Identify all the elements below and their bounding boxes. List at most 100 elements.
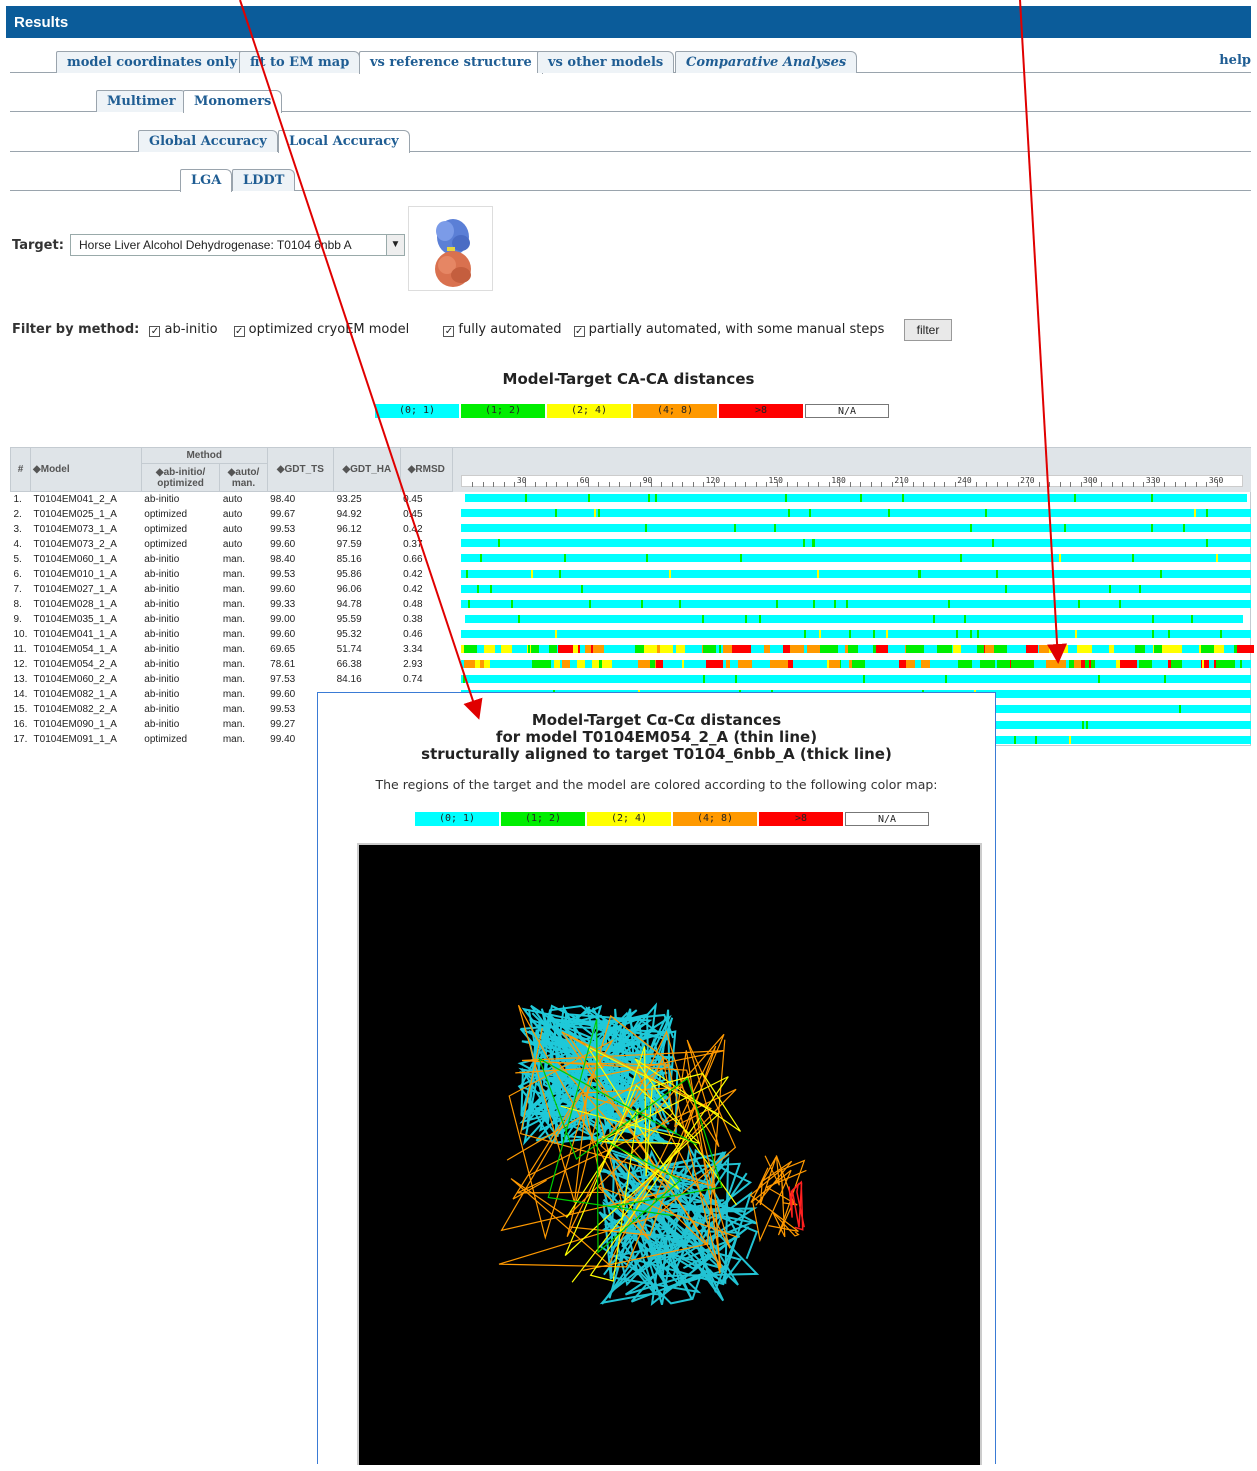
optimized-checkbox[interactable]: ✓ <box>233 326 245 337</box>
distance-strip[interactable] <box>461 524 1251 533</box>
axis-tick <box>807 482 809 487</box>
help-link[interactable]: help <box>1219 53 1251 68</box>
axis-tick <box>881 482 883 487</box>
distance-strip[interactable] <box>461 660 1251 669</box>
strip-segment <box>463 660 484 669</box>
strip-segment <box>976 645 988 653</box>
table-row[interactable]: 4. T0104EM073_2_A optimized auto 99.60 97.59 0… <box>11 537 453 552</box>
strip-segment <box>467 599 470 608</box>
cell-gdt_ts: 99.60 <box>270 583 296 595</box>
distance-strip[interactable] <box>461 569 1251 578</box>
tab-level3-0[interactable]: Global Accuracy <box>138 130 278 152</box>
tab-main-3[interactable]: vs other models <box>537 51 675 73</box>
cell-method: ab-initio <box>144 553 180 565</box>
structure-popup: Model-Target Cα-Cα distances for model T… <box>317 692 996 1465</box>
distance-strip[interactable] <box>461 599 1251 608</box>
tab-level4-1[interactable]: LDDT <box>232 169 296 191</box>
axis-tick <box>566 482 568 487</box>
target-select-value: Horse Liver Alcohol Dehydrogenase: T0104… <box>79 238 352 252</box>
col-abinitio[interactable]: ◆ab-initio/ optimized <box>140 463 221 492</box>
tab-main-2[interactable]: vs reference structure <box>359 51 543 74</box>
cell-method: ab-initio <box>144 598 180 610</box>
distance-strip[interactable] <box>461 584 1251 593</box>
axis-tick <box>766 482 768 487</box>
table-row[interactable]: 10. T0104EM041_1_A ab-initio man. 99.60 95.32… <box>11 627 453 642</box>
axis-tick <box>671 482 673 487</box>
table-row[interactable]: 8. T0104EM028_1_A ab-initio man. 99.33 94.78 0… <box>11 597 453 612</box>
strip-segment <box>1077 599 1080 608</box>
tab-main-0[interactable]: model coordinates only <box>56 51 248 73</box>
col-gdt-ha[interactable]: ◆GDT_HA <box>333 447 401 492</box>
table-row[interactable]: 3. T0104EM073_1_A optimized auto 99.53 96.12 0… <box>11 522 453 537</box>
col-gdt-ts[interactable]: ◆GDT_TS <box>266 447 335 492</box>
table-row[interactable]: 7. T0104EM027_1_A ab-initio man. 99.60 96.06 0… <box>11 582 453 597</box>
strip-segment <box>1206 509 1209 518</box>
table-row[interactable]: 17. T0104EM091_1_A optimized man. 99.40 <box>11 732 453 747</box>
table-row[interactable]: 9. T0104EM035_1_A ab-initio man. 99.00 95.59 0… <box>11 612 453 627</box>
structure-3d-viewer[interactable] <box>357 843 982 1465</box>
distance-strip[interactable] <box>461 509 1251 518</box>
axis-tick <box>724 482 726 487</box>
table-row[interactable]: 5. T0104EM060_1_A ab-initio man. 98.40 85.16 0… <box>11 552 453 567</box>
cell-n: 7. <box>13 583 22 595</box>
cell-model: T0104EM025_1_A <box>33 508 117 520</box>
axis-tick <box>954 482 956 487</box>
chevron-down-icon[interactable]: ▼ <box>386 235 404 255</box>
strip-segment <box>1138 660 1153 669</box>
distance-strip[interactable] <box>461 539 1251 548</box>
distance-strip[interactable] <box>461 645 1255 653</box>
cell-model: T0104EM041_1_A <box>33 628 117 640</box>
partially-automated-checkbox[interactable]: ✓ <box>573 326 585 337</box>
table-row[interactable]: 11. T0104EM054_1_A ab-initio man. 69.65 51.74… <box>11 642 453 657</box>
tab-level2-1[interactable]: Monomers <box>183 90 283 113</box>
tab-level3-1[interactable]: Local Accuracy <box>278 130 410 153</box>
axis-tick <box>493 482 495 487</box>
legend-swatch: (1; 2) <box>501 812 585 826</box>
table-row[interactable]: 6. T0104EM010_1_A ab-initio man. 99.53 95.86 0… <box>11 567 453 582</box>
col-auto[interactable]: ◆auto/ man. <box>219 463 268 492</box>
strip-segment <box>702 614 705 623</box>
axis-tick <box>514 482 516 487</box>
fully-automated-checkbox[interactable]: ✓ <box>443 326 455 337</box>
distance-strip[interactable] <box>465 494 1247 502</box>
strip-segment <box>560 645 576 653</box>
strip-segment <box>1081 720 1084 729</box>
tab-main-4[interactable]: Comparative Analyses <box>675 51 858 73</box>
strip-segment <box>655 494 658 502</box>
table-row[interactable]: 16. T0104EM090_1_A ab-initio man. 99.27 <box>11 717 453 732</box>
distance-strip[interactable] <box>461 554 1251 563</box>
col-model[interactable]: ◆Model <box>30 447 142 492</box>
strip-segment <box>734 524 737 533</box>
distance-strip[interactable] <box>461 675 1251 684</box>
table-row[interactable]: 12. T0104EM054_2_A ab-initio man. 78.61 66.38… <box>11 657 453 672</box>
tab-level2-0[interactable]: Multimer <box>96 90 187 112</box>
axis-tick <box>692 482 694 487</box>
abinitio-checkbox[interactable]: ✓ <box>149 326 161 337</box>
distance-strip[interactable] <box>465 614 1243 623</box>
target-structure-thumbnail[interactable] <box>408 206 493 291</box>
strip-segment <box>996 660 1010 669</box>
strip-segment <box>655 660 664 669</box>
axis-tick <box>661 482 663 487</box>
axis-tick <box>1143 482 1145 487</box>
table-row[interactable]: 13. T0104EM060_2_A ab-initio man. 97.53 84.16… <box>11 672 453 687</box>
protein-thumbnail-image <box>435 219 471 287</box>
backbone-trace <box>602 1145 753 1305</box>
strip-segment <box>562 660 571 669</box>
col-rmsd[interactable]: ◆RMSD <box>399 447 454 492</box>
axis-tick <box>598 482 600 487</box>
tab-level4-0[interactable]: LGA <box>180 169 233 192</box>
cell-n: 14. <box>13 688 28 700</box>
cell-gdt_ts: 99.60 <box>270 538 296 550</box>
filter-button[interactable]: filter <box>904 319 952 341</box>
distance-strip[interactable] <box>461 629 1251 638</box>
strip-segment <box>745 614 748 623</box>
table-row[interactable]: 1. T0104EM041_2_A ab-initio auto 98.40 93.25 0… <box>11 492 453 507</box>
tab-main-1[interactable]: fit to EM map <box>239 51 361 73</box>
cell-n: 5. <box>13 553 22 565</box>
target-select[interactable]: Horse Liver Alcohol Dehydrogenase: T0104… <box>70 234 405 256</box>
popup-title-line-3: structurally aligned to target T0104_6nb… <box>421 745 892 763</box>
cell-model: T0104EM073_1_A <box>33 523 117 535</box>
legend-swatch: (2; 4) <box>587 812 671 826</box>
table-row[interactable]: 2. T0104EM025_1_A optimized auto 99.67 94.92 0… <box>11 507 453 522</box>
